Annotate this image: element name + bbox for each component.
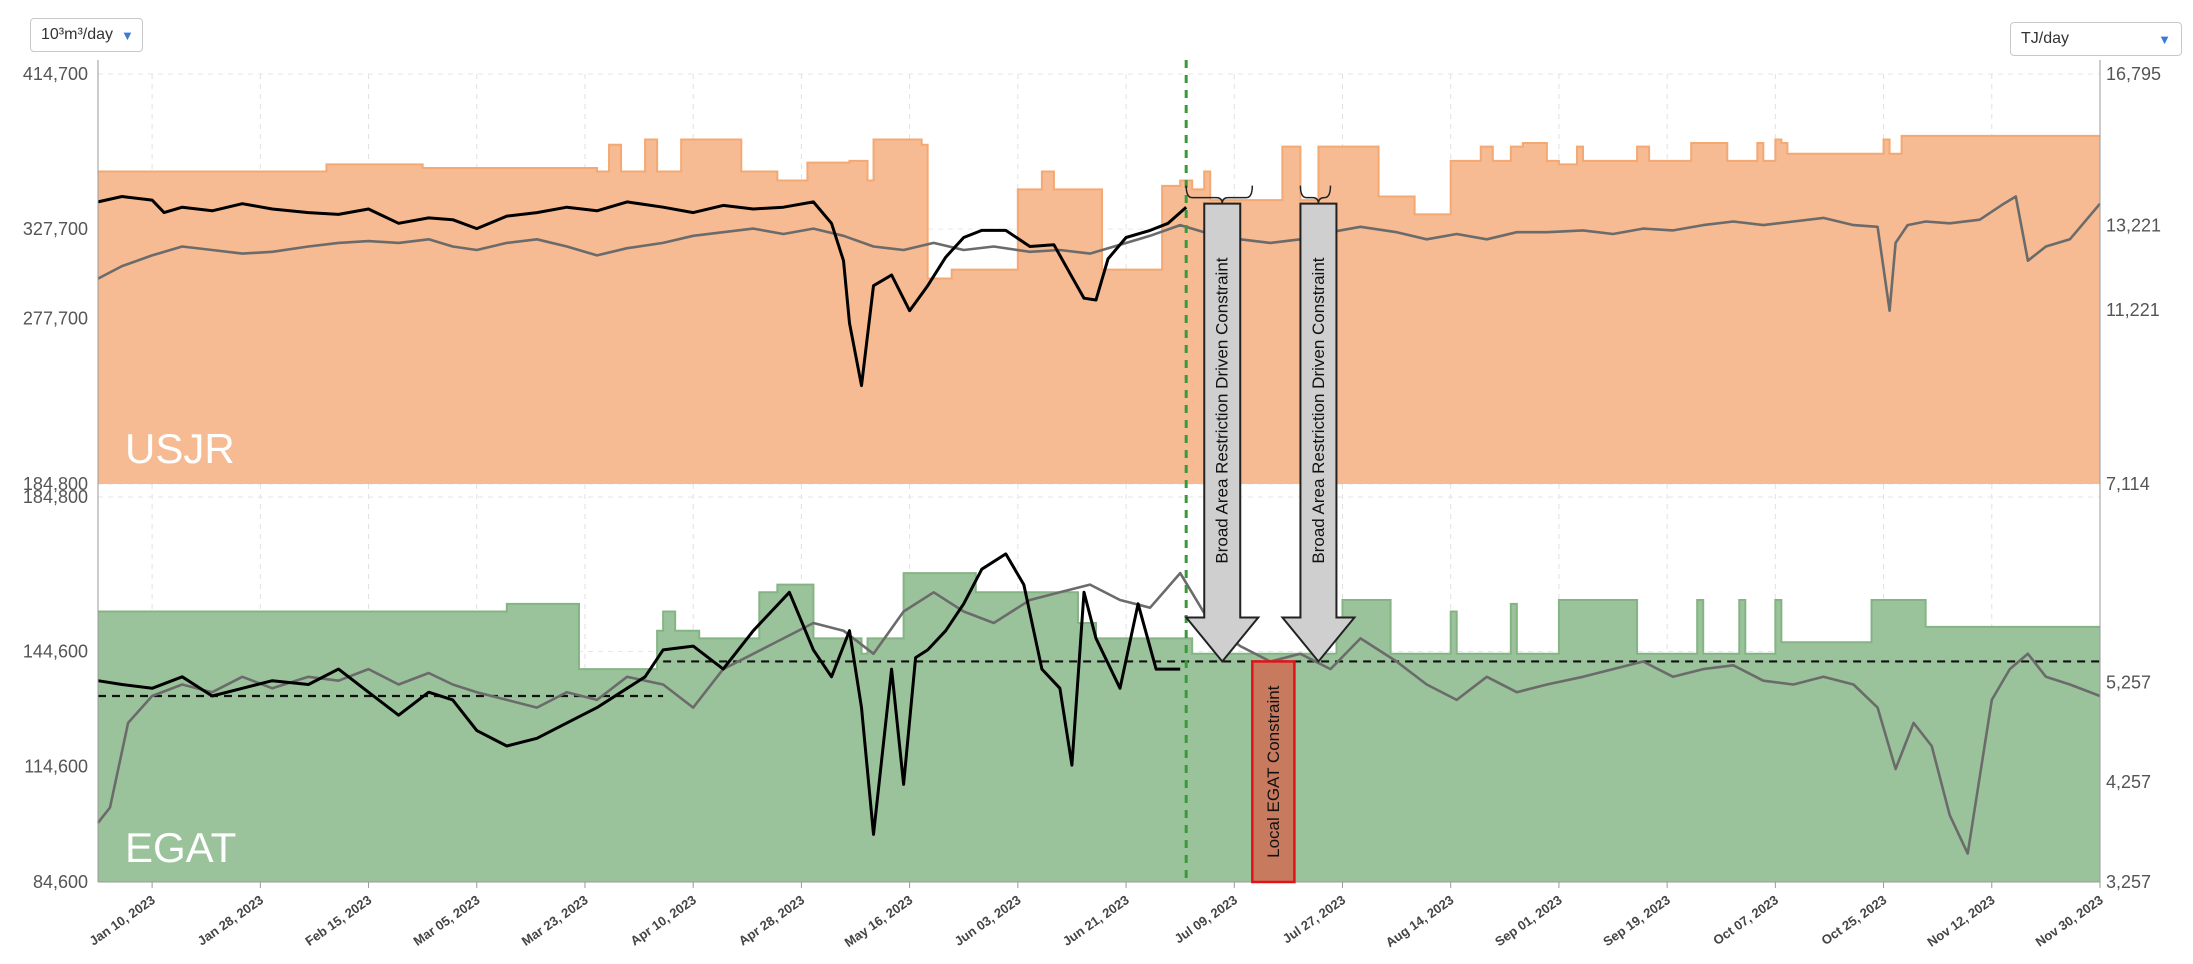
x-tick-label: Jan 28, 2023 [195, 892, 266, 948]
right-tick-label: 5,257 [2106, 672, 2151, 692]
x-tick-label: Nov 30, 2023 [2033, 892, 2106, 949]
right-tick-label: 7,114 [2106, 474, 2150, 494]
right-tick-label: 16,795 [2106, 64, 2161, 84]
left-tick-label: 84,600 [33, 872, 88, 892]
local-egat-constraint-box: Local EGAT Constraint [1251, 660, 1296, 884]
x-tick-label: Jun 03, 2023 [952, 892, 1024, 949]
left-tick-label: 114,600 [24, 757, 88, 777]
right-unit-dropdown[interactable]: TJ/day ▼ [2010, 22, 2182, 56]
x-tick-label: May 16, 2023 [842, 892, 916, 950]
x-tick-label: Oct 25, 2023 [1819, 892, 1890, 948]
x-tick-label: Apr 28, 2023 [736, 892, 807, 948]
usjr-actual-line [97, 195, 1188, 388]
x-tick-label: Jul 09, 2023 [1172, 892, 1240, 946]
egat-comparison-line [96, 571, 2101, 855]
egat-constraint-label: Local EGAT Constraint [1264, 685, 1283, 858]
x-tick-label: Sep 19, 2023 [1600, 892, 1673, 949]
egat-actual-line [97, 552, 1181, 836]
left-tick-label: 327,700 [23, 219, 88, 239]
x-tick-label: Sep 01, 2023 [1492, 892, 1565, 949]
egat-panel: EGAT [96, 552, 2101, 882]
annotations: Broad Area Restriction Driven Constraint… [1184, 185, 1357, 884]
egat-capacity-area [98, 573, 2100, 882]
constraint-arrow-1: Broad Area Restriction Driven Constraint [1184, 185, 1261, 664]
egat-constraint-rect [1251, 660, 1296, 884]
left-tick-label: 277,700 [23, 308, 88, 328]
left-tick-label: 144,600 [23, 641, 88, 661]
x-tick-label: Jun 21, 2023 [1060, 892, 1132, 949]
chevron-down-icon: ▼ [121, 27, 134, 43]
x-tick-label: Feb 15, 2023 [302, 892, 374, 949]
x-tick-label: Aug 14, 2023 [1383, 892, 1457, 950]
x-tick-label: Jan 10, 2023 [86, 892, 157, 948]
right-tick-label: 4,257 [2106, 772, 2151, 792]
arrow-2-shape [1280, 202, 1357, 664]
usjr-capacity-edge [98, 134, 2100, 280]
usjr-comparison-line [97, 195, 2101, 312]
right-tick-label: 13,221 [2106, 215, 2161, 235]
egat-panel-label: EGAT [125, 824, 236, 871]
x-tick-label: Apr 10, 2023 [628, 892, 699, 948]
x-tick-label: Mar 05, 2023 [411, 892, 483, 949]
left-tick-label: 184,800 [23, 487, 88, 507]
x-tick-label: Oct 07, 2023 [1710, 892, 1781, 948]
left-tick-label: 184,800 [23, 474, 88, 494]
usjr-panel-label: USJR [125, 425, 235, 472]
egat-reference-lines [98, 660, 2100, 698]
constraint-arrow-2: Broad Area Restriction Driven Constraint [1280, 185, 1357, 664]
left-unit-label: 10³m³/day [41, 26, 114, 43]
arrow-1-label: Broad Area Restriction Driven Constraint [1213, 257, 1232, 563]
chevron-down-icon: ▼ [2158, 31, 2171, 47]
left-unit-dropdown[interactable]: 10³m³/day ▼ [30, 18, 143, 52]
right-tick-label: 3,257 [2106, 872, 2151, 892]
left-tick-label: 414,700 [23, 64, 88, 84]
right-unit-label: TJ/day [2021, 30, 2070, 47]
x-tick-label: Nov 12, 2023 [1924, 892, 1997, 949]
usjr-capacity-area [98, 135, 2100, 484]
arrow-2-label: Broad Area Restriction Driven Constraint [1309, 257, 1328, 563]
x-tick-label: Mar 23, 2023 [519, 892, 591, 949]
usjr-panel: USJR [97, 134, 2101, 484]
arrow-1-shape [1184, 202, 1261, 664]
x-tick-label: Jul 27, 2023 [1280, 892, 1348, 946]
right-tick-label: 11,221 [2106, 300, 2160, 320]
